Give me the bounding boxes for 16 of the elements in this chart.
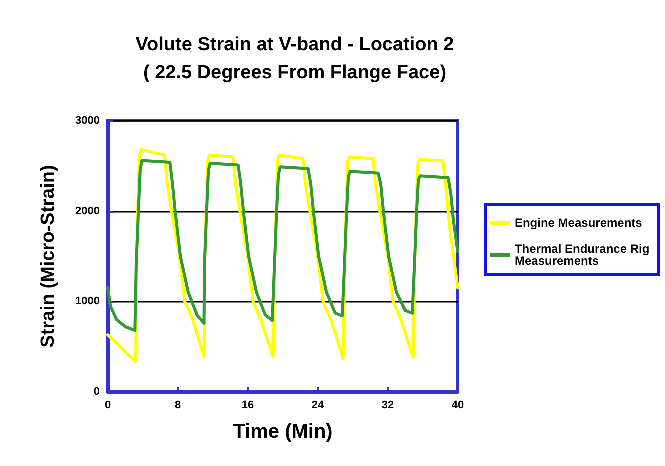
line-series <box>106 159 460 332</box>
x-tick-label: 8 <box>174 400 182 412</box>
legend-label: Engine Measurements <box>514 216 643 230</box>
chart-title: Volute Strain at V-band - Location 2 ( 22.5 Degrees From Flange Face) <box>136 34 454 84</box>
x-tick-label: 16 <box>242 400 254 412</box>
y-tick-label: 3000 <box>76 115 100 127</box>
legend-label: Thermal Endurance Rig Measurements <box>514 242 653 268</box>
y-tick-label: 0 <box>94 386 100 398</box>
x-tick-label: 0 <box>104 400 112 412</box>
x-tick-label: 32 <box>382 400 394 412</box>
y-axis-title: Strain (Micro-Strain) <box>38 165 59 348</box>
y-tick-label: 1000 <box>76 296 100 308</box>
y-tick-label: 2000 <box>76 205 100 218</box>
x-tick-label: 40 <box>452 400 464 412</box>
x-axis-title: Time (Min) <box>233 421 333 443</box>
x-tick-label: 24 <box>312 400 325 412</box>
